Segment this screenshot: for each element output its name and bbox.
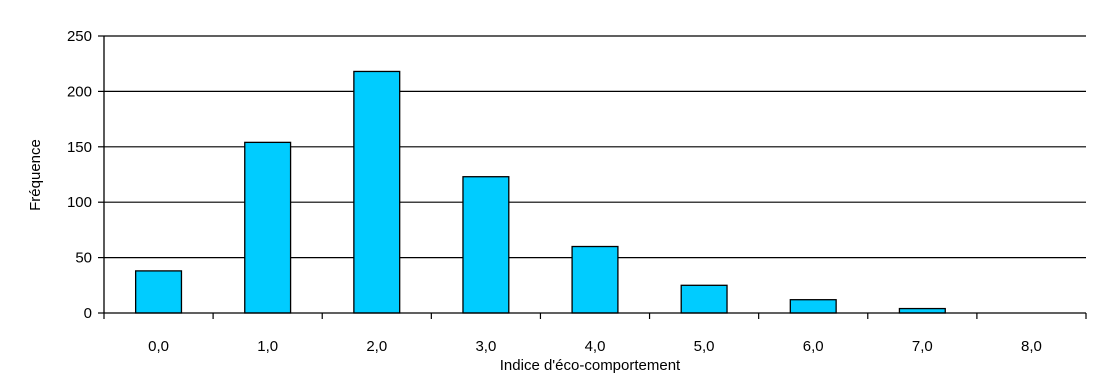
x-tick-label: 7,0: [912, 338, 933, 355]
bar: [680, 284, 728, 314]
y-tick-label: 100: [67, 194, 92, 211]
bars: [134, 70, 946, 314]
bar: [571, 245, 619, 314]
x-tick-label: 4,0: [585, 338, 606, 355]
x-tick-label: 2,0: [366, 338, 387, 355]
x-tick-label: 5,0: [694, 338, 715, 355]
y-tick-label: 150: [67, 139, 92, 156]
y-tick-label: 0: [84, 305, 92, 322]
x-tick-label: 1,0: [257, 338, 278, 355]
bar: [789, 299, 837, 314]
bar: [353, 70, 401, 314]
x-tick-label: 0,0: [148, 338, 169, 355]
x-axis-title: Indice d'éco-comportement: [500, 357, 681, 374]
x-tick-label: 8,0: [1021, 338, 1042, 355]
x-tick-label: 3,0: [475, 338, 496, 355]
y-tick-label: 200: [67, 83, 92, 100]
y-tick-label: 250: [67, 28, 92, 45]
x-tick-label: 6,0: [803, 338, 824, 355]
bar: [134, 270, 183, 314]
y-axis-title: Fréquence: [27, 139, 44, 211]
y-tick-label: 50: [75, 250, 92, 267]
bar: [898, 307, 946, 314]
tick-labels: 0 50 100 150 200 250 0,0 1,0 2,0 3,0 4,0 5,0 6,0 7,0 8…: [67, 28, 1042, 355]
bar: [244, 141, 292, 314]
bar: [462, 176, 510, 314]
axes: [98, 35, 1087, 319]
